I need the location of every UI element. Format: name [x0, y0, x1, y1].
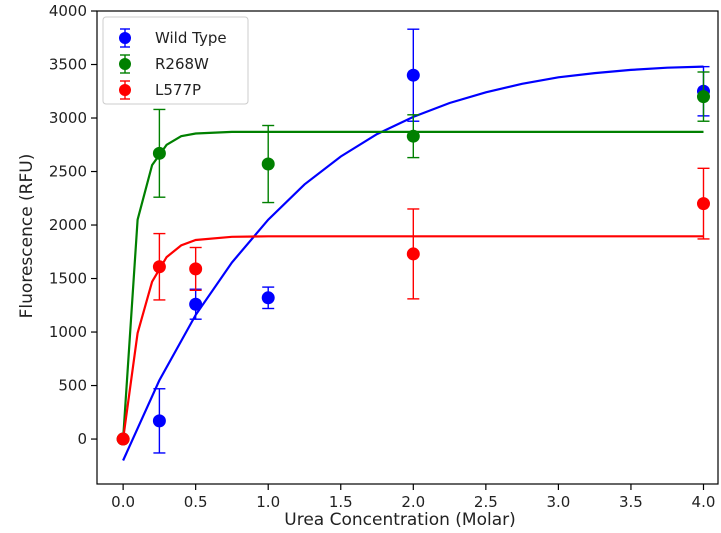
legend: Wild Type R268W L577P — [102, 16, 249, 105]
y-tick-label: 3000 — [49, 109, 87, 127]
data-point-0 — [189, 297, 203, 311]
x-axis-label: Urea Concentration (Molar) — [284, 510, 515, 530]
x-tick-label: 1.0 — [256, 493, 280, 511]
data-point-2 — [152, 260, 166, 274]
legend-box — [102, 16, 249, 105]
data-point-1 — [261, 157, 275, 171]
data-point-0 — [406, 68, 420, 82]
fit-curve-2 — [122, 235, 704, 440]
legend-marker — [119, 58, 131, 70]
data-point-0 — [152, 414, 166, 428]
data-point-0 — [261, 291, 275, 305]
data-point-2 — [406, 247, 420, 261]
x-tick-label: 3.0 — [546, 493, 570, 511]
plot-area — [96, 10, 719, 485]
x-tick-label: 1.5 — [329, 493, 353, 511]
y-axis-label: Fluorescence (RFU) — [17, 154, 37, 319]
y-axis: 0 500 1000 1500 2000 2500 3000 3500 4000 — [49, 2, 97, 448]
x-tick-label: 0.5 — [184, 493, 208, 511]
legend-label: Wild Type — [155, 29, 227, 47]
data-point-1 — [152, 146, 166, 160]
x-axis: 0.0 0.5 1.0 1.5 2.0 2.5 3.0 3.5 4.0 — [111, 484, 715, 511]
data-point-1 — [696, 90, 710, 104]
x-tick-label: 3.5 — [619, 493, 643, 511]
y-tick-label: 1000 — [49, 323, 87, 341]
legend-marker — [119, 32, 131, 44]
x-tick-label: 4.0 — [692, 493, 716, 511]
legend-marker — [119, 84, 131, 96]
data-point-2 — [116, 432, 130, 446]
y-tick-label: 2000 — [49, 216, 87, 234]
legend-label: L577P — [155, 81, 201, 99]
x-tick-label: 2.0 — [401, 493, 425, 511]
data-point-2 — [696, 197, 710, 211]
y-tick-label: 4000 — [49, 2, 87, 20]
y-tick-label: 0 — [77, 430, 87, 448]
y-tick-label: 500 — [58, 377, 87, 395]
data-point-1 — [406, 129, 420, 143]
legend-label: R268W — [155, 55, 209, 73]
fit-curve-1 — [122, 130, 704, 440]
plot-frame — [96, 10, 719, 485]
x-tick-label: 2.5 — [474, 493, 498, 511]
y-tick-label: 1500 — [49, 270, 87, 288]
x-tick-label: 0.0 — [111, 493, 135, 511]
y-tick-label: 3500 — [49, 56, 87, 74]
data-point-2 — [189, 262, 203, 276]
y-tick-label: 2500 — [49, 163, 87, 181]
